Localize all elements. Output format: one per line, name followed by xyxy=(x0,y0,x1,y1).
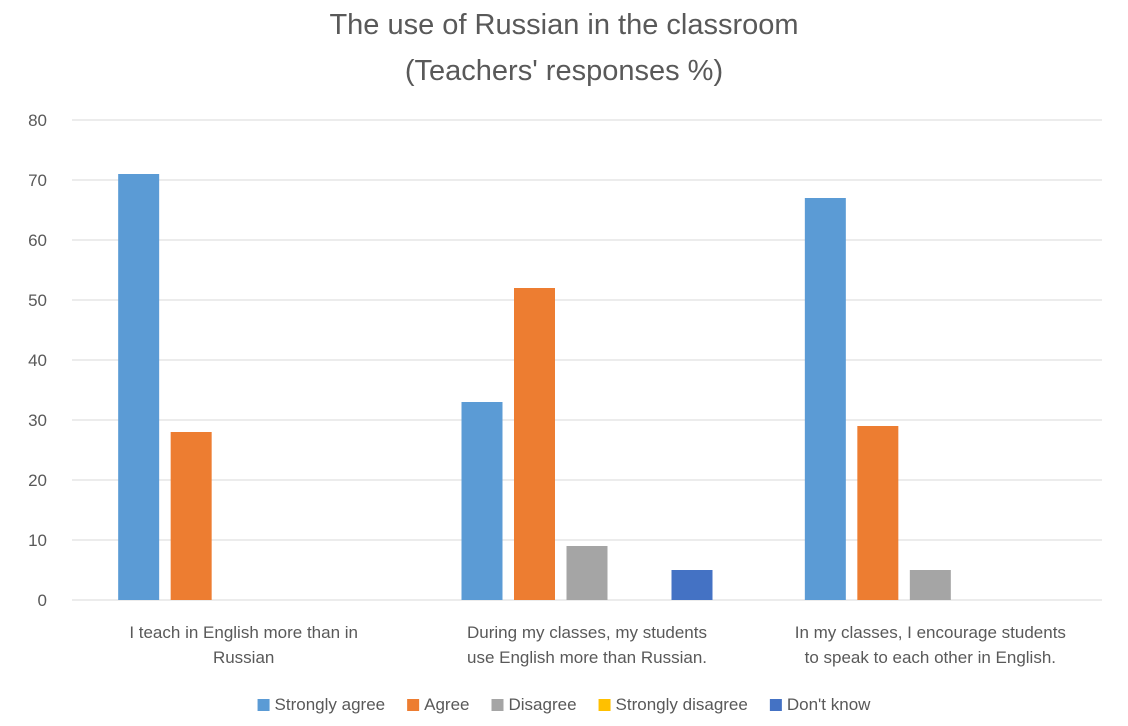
y-tick-label: 30 xyxy=(28,411,47,430)
x-category-label: use English more than Russian. xyxy=(467,648,707,667)
x-axis-categories: I teach in English more than in Russian Du… xyxy=(129,623,1066,667)
legend-label: Strongly agree xyxy=(275,695,386,714)
bar-strongly-agree-2 xyxy=(461,402,503,600)
legend-swatch-agree xyxy=(407,699,420,711)
legend-label: Strongly disagree xyxy=(616,695,748,714)
legend-label: Agree xyxy=(424,695,469,714)
legend: Strongly agree Agree Disagree Strongly disa… xyxy=(257,695,871,714)
x-category-label: In my classes, I encourage students xyxy=(795,623,1066,642)
x-category-label: to speak to each other in English. xyxy=(805,648,1056,667)
x-category-label: During my classes, my students xyxy=(467,623,707,642)
bar-don-t-know-2 xyxy=(671,570,713,600)
bar-strongly-agree-1 xyxy=(118,174,160,600)
chart-subtitle: (Teachers' responses %) xyxy=(405,55,723,87)
y-tick-label: 20 xyxy=(28,471,47,490)
bars xyxy=(118,174,951,600)
gridlines xyxy=(72,119,1102,601)
legend-swatch-strongly-disagree xyxy=(598,699,611,711)
x-category-label: I teach in English more than in xyxy=(129,623,358,642)
y-tick-label: 50 xyxy=(28,291,47,310)
legend-swatch-don-t-know xyxy=(769,699,782,711)
y-tick-label: 10 xyxy=(28,531,47,550)
bar-agree-2 xyxy=(514,288,555,600)
bar-agree-3 xyxy=(857,426,899,600)
legend-swatch-strongly-agree xyxy=(257,699,270,711)
bar-strongly-agree-3 xyxy=(804,198,846,600)
x-category-label: Russian xyxy=(213,648,274,667)
legend-label: Disagree xyxy=(509,695,577,714)
y-axis-ticks: 0 10 20 30 40 50 60 70 80 xyxy=(28,111,47,610)
y-tick-label: 70 xyxy=(28,171,47,190)
y-tick-label: 60 xyxy=(28,231,47,250)
y-tick-label: 80 xyxy=(28,111,47,130)
legend-swatch-disagree xyxy=(491,699,504,711)
bar-disagree-2 xyxy=(566,546,608,600)
bar-agree-1 xyxy=(170,432,212,600)
legend-label: Don't know xyxy=(787,695,871,714)
y-tick-label: 0 xyxy=(38,591,47,610)
chart-title: The use of Russian in the classroom xyxy=(329,9,798,41)
y-tick-label: 40 xyxy=(28,351,47,370)
bar-disagree-3 xyxy=(909,570,951,600)
